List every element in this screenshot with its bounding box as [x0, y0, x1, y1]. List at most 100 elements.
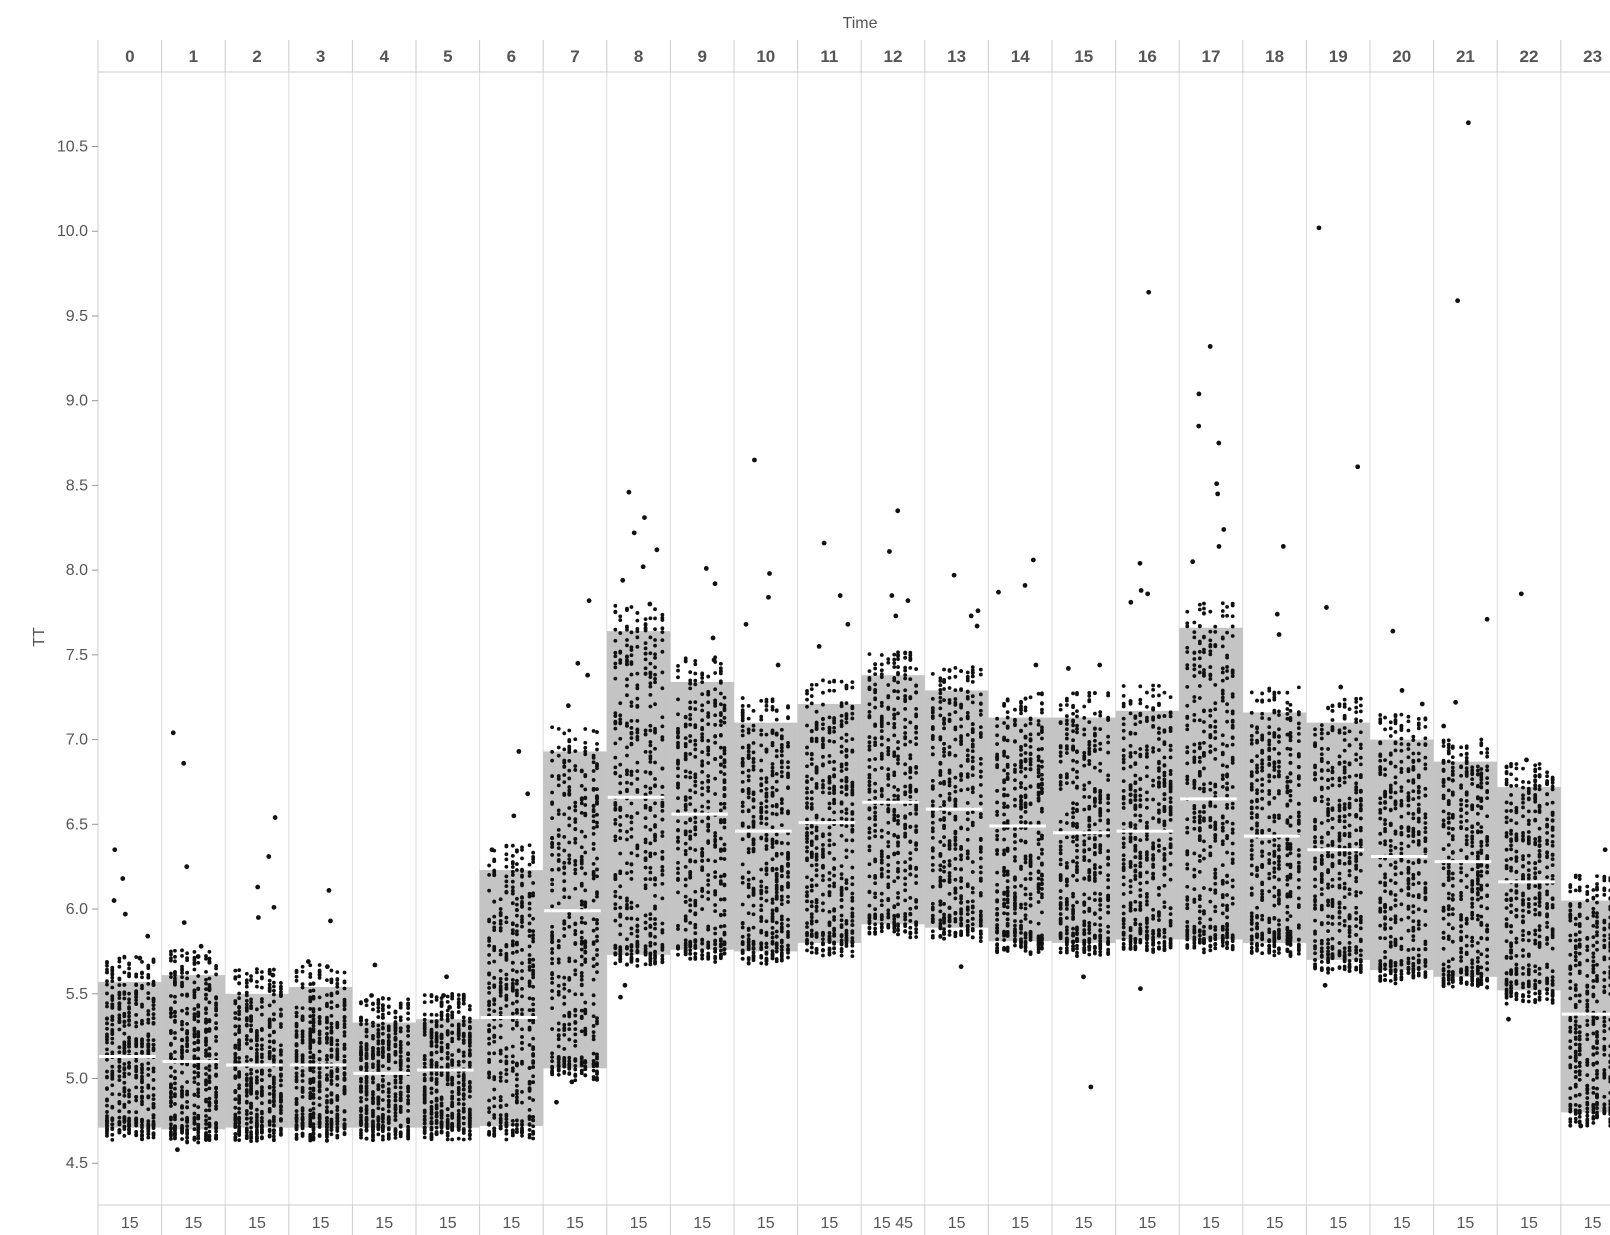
- data-point: [342, 1109, 347, 1114]
- data-point: [515, 1098, 519, 1103]
- data-point: [550, 981, 555, 985]
- data-point: [271, 1089, 276, 1093]
- data-point: [342, 980, 347, 985]
- data-point: [134, 1075, 139, 1080]
- data-point: [110, 985, 115, 990]
- data-point: [364, 1136, 369, 1141]
- data-point: [573, 1008, 578, 1013]
- data-point: [204, 1097, 208, 1102]
- data-point: [779, 770, 784, 774]
- data-point: [625, 624, 629, 629]
- data-point: [786, 744, 790, 748]
- data-point: [294, 1097, 299, 1102]
- data-point: [629, 801, 634, 806]
- data-point: [461, 1081, 466, 1086]
- data-point: [613, 818, 618, 822]
- data-point: [625, 946, 629, 951]
- data-point: [774, 709, 779, 713]
- data-point: [629, 943, 634, 947]
- data-point: [317, 1070, 322, 1075]
- data-point: [122, 1115, 127, 1119]
- data-point: [445, 1120, 450, 1124]
- data-point: [105, 1040, 109, 1045]
- data-point: [809, 883, 814, 888]
- data-point: [429, 1027, 434, 1032]
- data-point: [809, 915, 814, 920]
- data-point: [573, 1039, 578, 1044]
- data-point: [237, 1138, 242, 1143]
- data-point: [117, 1001, 122, 1006]
- data-point: [722, 748, 727, 753]
- data-point: [487, 1029, 492, 1034]
- data-point: [214, 1126, 218, 1131]
- data-point: [688, 722, 693, 727]
- data-point: [683, 757, 688, 762]
- data-point: [204, 977, 208, 982]
- data-point: [770, 901, 775, 905]
- data-point: [635, 903, 640, 908]
- data-point: [393, 1128, 398, 1133]
- data-point: [676, 946, 680, 950]
- data-point: [249, 1014, 253, 1019]
- data-point: [660, 959, 665, 964]
- data-point: [380, 1077, 385, 1082]
- data-point: [300, 1032, 305, 1037]
- data-point: [294, 1034, 299, 1039]
- data-point: [450, 1013, 455, 1018]
- data-point: [271, 1123, 276, 1128]
- data-point: [376, 1052, 381, 1057]
- data-point: [683, 948, 688, 953]
- data-point: [317, 1096, 322, 1101]
- data-point: [722, 912, 727, 917]
- data-point: [779, 944, 784, 949]
- data-point: [192, 980, 197, 985]
- data-point: [531, 881, 536, 885]
- data-point: [814, 682, 819, 687]
- data-point: [779, 926, 784, 931]
- data-point: [510, 988, 515, 993]
- data-point: [562, 975, 567, 980]
- data-point: [676, 846, 680, 851]
- data-point: [260, 1059, 264, 1064]
- data-point: [207, 1064, 212, 1068]
- data-point: [746, 877, 751, 882]
- data-point: [520, 1129, 524, 1134]
- data-point: [504, 942, 509, 947]
- data-point: [770, 785, 775, 790]
- data-point: [510, 1069, 515, 1073]
- data-point: [498, 1071, 503, 1076]
- data-point: [618, 774, 623, 779]
- data-point: [204, 969, 208, 974]
- data-point: [185, 1006, 190, 1011]
- data-point: [567, 1071, 572, 1076]
- data-point: [700, 894, 705, 899]
- data-point: [267, 1091, 272, 1096]
- data-point: [527, 1043, 532, 1047]
- data-point: [180, 1126, 184, 1131]
- data-point: [613, 834, 618, 839]
- data-point: [688, 788, 693, 793]
- data-point: [688, 700, 693, 705]
- data-point: [809, 904, 814, 909]
- data-point: [185, 1105, 190, 1110]
- data-point: [335, 1119, 340, 1124]
- data-point: [718, 836, 723, 841]
- data-point: [110, 1076, 115, 1081]
- data-point: [393, 1136, 398, 1140]
- data-point: [688, 898, 693, 902]
- data-point: [406, 1017, 411, 1021]
- data-point: [591, 873, 596, 878]
- data-point: [562, 995, 567, 1000]
- data-point: [311, 1122, 316, 1127]
- data-point: [520, 873, 524, 878]
- data-point: [173, 1131, 177, 1136]
- data-point: [456, 1032, 461, 1037]
- data-point: [204, 956, 208, 961]
- data-point: [434, 1118, 439, 1123]
- data-point: [629, 959, 634, 964]
- data-point: [342, 1033, 347, 1038]
- data-point: [267, 1073, 272, 1078]
- data-point: [567, 853, 572, 858]
- data-point: [706, 745, 711, 750]
- data-point: [398, 1043, 403, 1047]
